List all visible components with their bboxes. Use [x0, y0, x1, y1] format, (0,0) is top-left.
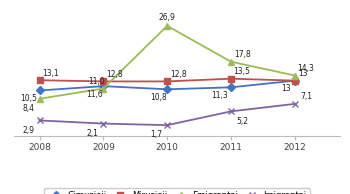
Text: 7,1: 7,1 [300, 92, 312, 101]
Text: 11,0: 11,0 [88, 77, 105, 86]
Text: 12,8: 12,8 [106, 70, 123, 79]
Text: 13,1: 13,1 [42, 69, 59, 78]
Text: 2,1: 2,1 [86, 129, 98, 138]
Text: 17,8: 17,8 [234, 50, 251, 59]
Legend: Gimusieji, Mirusieji, Emigrantai, Imigrantai: Gimusieji, Mirusieji, Emigrantai, Imigra… [44, 188, 310, 194]
Text: 14,3: 14,3 [298, 64, 314, 73]
Text: 10,8: 10,8 [150, 93, 167, 102]
Text: 8,4: 8,4 [22, 104, 34, 113]
Text: 11,3: 11,3 [211, 91, 228, 100]
Text: 2,9: 2,9 [22, 126, 34, 135]
Text: 13,5: 13,5 [234, 67, 251, 76]
Text: 12,8: 12,8 [170, 70, 187, 79]
Text: 13: 13 [282, 84, 291, 94]
Text: 26,9: 26,9 [159, 13, 176, 22]
Text: 13: 13 [298, 69, 308, 78]
Text: 11,6: 11,6 [87, 90, 103, 99]
Text: 10,5: 10,5 [20, 94, 37, 103]
Text: 1,7: 1,7 [150, 130, 162, 139]
Text: 5,2: 5,2 [236, 117, 248, 126]
